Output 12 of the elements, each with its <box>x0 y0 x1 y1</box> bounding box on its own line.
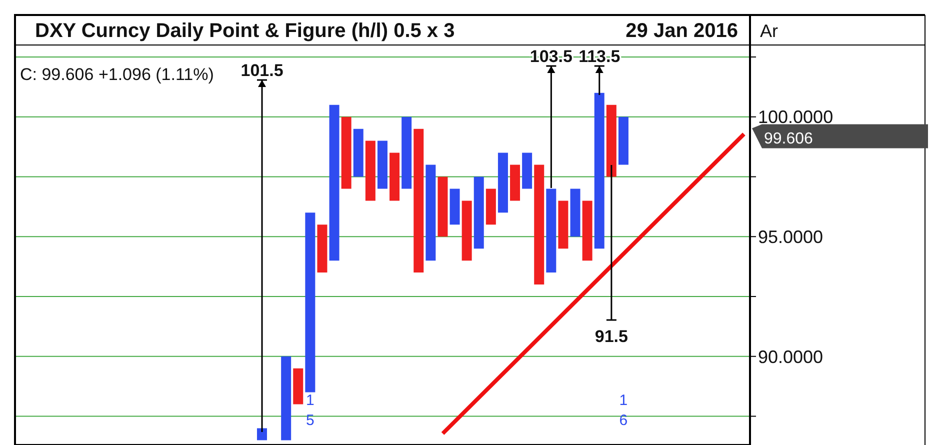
y-tick-label: 100.0000 <box>758 107 834 128</box>
text: 99.606 <box>764 130 814 148</box>
y-tick-label: 90.0000 <box>758 346 824 367</box>
annotation: 15 <box>306 392 314 429</box>
y-tick-label: 95.0000 <box>758 227 824 248</box>
text: 29 Jan 2016 <box>626 20 738 42</box>
text: Ar <box>760 21 778 41</box>
annotation: 16 <box>619 392 628 429</box>
annotation: 101.5 <box>240 61 284 80</box>
text: C: 99.606 +1.096 (1.11%) <box>20 65 214 84</box>
annotation: 91.5 <box>594 327 628 346</box>
chart-title: DXY Curncy Daily Point & Figure (h/l) 0.5 x 3 <box>35 20 455 42</box>
